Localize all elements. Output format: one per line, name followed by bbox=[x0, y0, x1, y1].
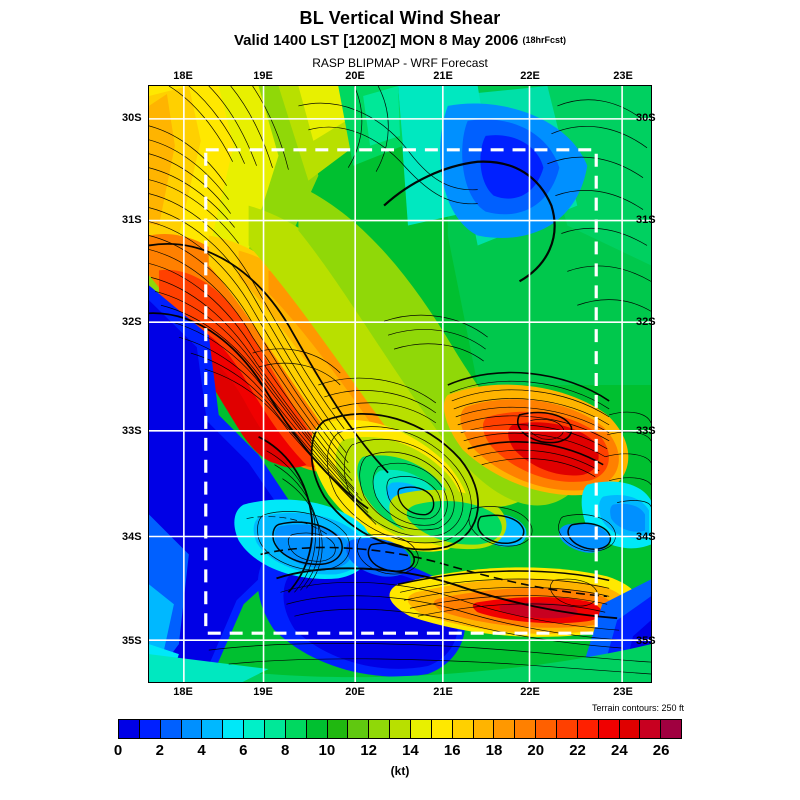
colorbar-cell bbox=[536, 720, 558, 738]
colorbar-tick: 20 bbox=[527, 742, 545, 759]
colorbar-cell bbox=[119, 720, 140, 738]
lon-tick-bottom-19e: 19E bbox=[253, 686, 273, 698]
lat-tick-right-30s: 30S bbox=[636, 112, 656, 124]
lat-tick-right-31s: 31S bbox=[636, 214, 656, 226]
lat-tick-right-34s: 34S bbox=[636, 531, 656, 543]
colorbar-cell bbox=[390, 720, 412, 738]
lon-tick-bottom-21e: 21E bbox=[433, 686, 453, 698]
colorbar-cell bbox=[494, 720, 516, 738]
colorbar-cell bbox=[160, 720, 182, 738]
colorbar-cell bbox=[202, 720, 224, 738]
lat-tick-left-30s: 30S bbox=[122, 112, 142, 124]
shear-color-field bbox=[149, 86, 651, 682]
colorbar-cell bbox=[452, 720, 474, 738]
lon-tick-top-19e: 19E bbox=[253, 70, 273, 82]
colorbar-cell bbox=[619, 720, 641, 738]
lat-tick-left-31s: 31S bbox=[122, 214, 142, 226]
lon-tick-top-20e: 20E bbox=[345, 70, 365, 82]
colorbar-cell bbox=[139, 720, 161, 738]
lon-tick-bottom-23e: 23E bbox=[613, 686, 633, 698]
colorbar-cell bbox=[285, 720, 307, 738]
colorbar-tick: 18 bbox=[485, 742, 503, 759]
colorbar-tick: 14 bbox=[402, 742, 419, 759]
colorbar-cell bbox=[181, 720, 203, 738]
colorbar-cell bbox=[223, 720, 245, 738]
colorbar-tick: 10 bbox=[318, 742, 336, 759]
colorbar-cell bbox=[473, 720, 495, 738]
page-title: BL Vertical Wind Shear bbox=[299, 8, 501, 28]
lat-tick-left-33s: 33S bbox=[122, 425, 142, 437]
colorbar-tick: 8 bbox=[280, 742, 290, 759]
lat-tick-right-33s: 33S bbox=[636, 425, 656, 437]
forecast-hour-label: (18hrFcst) bbox=[522, 35, 566, 45]
lon-tick-bottom-20e: 20E bbox=[345, 686, 365, 698]
lon-tick-top-22e: 22E bbox=[520, 70, 540, 82]
lon-tick-top-18e: 18E bbox=[173, 70, 193, 82]
model-source-label: RASP BLIPMAP - WRF Forecast bbox=[312, 56, 488, 70]
colorbar-cell bbox=[369, 720, 391, 738]
colorbar-cell bbox=[306, 720, 328, 738]
lat-tick-left-35s: 35S bbox=[122, 635, 142, 647]
colorbar-tick: 24 bbox=[610, 742, 628, 759]
map-plot-area[interactable] bbox=[148, 85, 652, 683]
colorbar-cell bbox=[244, 720, 266, 738]
colorbar-tick: 12 bbox=[360, 742, 377, 759]
colorbar-cell bbox=[640, 720, 662, 738]
colorbar-cell bbox=[327, 720, 349, 738]
colorbar-cell bbox=[348, 720, 370, 738]
colorbar-units-label: (kt) bbox=[390, 764, 410, 778]
colorbar-cell bbox=[557, 720, 578, 738]
colorbar-cell bbox=[515, 720, 537, 738]
colorbar-tick: 26 bbox=[652, 742, 670, 759]
colorbar-tick: 16 bbox=[443, 742, 461, 759]
lat-tick-left-34s: 34S bbox=[122, 531, 142, 543]
valid-time-text: Valid 1400 LST [1200Z] MON 8 May 2006 bbox=[234, 32, 519, 49]
lon-tick-bottom-18e: 18E bbox=[173, 686, 193, 698]
lon-tick-top-23e: 23E bbox=[613, 70, 633, 82]
colorbar-tick: 6 bbox=[239, 742, 248, 759]
colorbar-tick: 22 bbox=[569, 742, 586, 759]
colorbar-tick: 0 bbox=[113, 742, 123, 759]
colorbar-cell bbox=[661, 720, 682, 738]
lat-tick-left-32s: 32S bbox=[122, 316, 142, 328]
colorbar bbox=[118, 719, 682, 739]
colorbar-tick: 2 bbox=[155, 742, 164, 759]
valid-time-subtitle: Valid 1400 LST [1200Z] MON 8 May 2006 (1… bbox=[0, 32, 800, 49]
colorbar-tick: 4 bbox=[197, 742, 206, 759]
lat-tick-right-35s: 35S bbox=[636, 635, 656, 647]
colorbar-cell bbox=[411, 720, 432, 738]
colorbar-cell bbox=[577, 720, 599, 738]
lon-tick-top-21e: 21E bbox=[433, 70, 453, 82]
colorbar-cell bbox=[431, 720, 453, 738]
lon-tick-bottom-22e: 22E bbox=[520, 686, 540, 698]
colorbar-cell bbox=[265, 720, 286, 738]
terrain-contour-note: Terrain contours: 250 ft bbox=[592, 703, 685, 713]
lat-tick-right-32s: 32S bbox=[636, 316, 656, 328]
colorbar-cell bbox=[598, 720, 620, 738]
